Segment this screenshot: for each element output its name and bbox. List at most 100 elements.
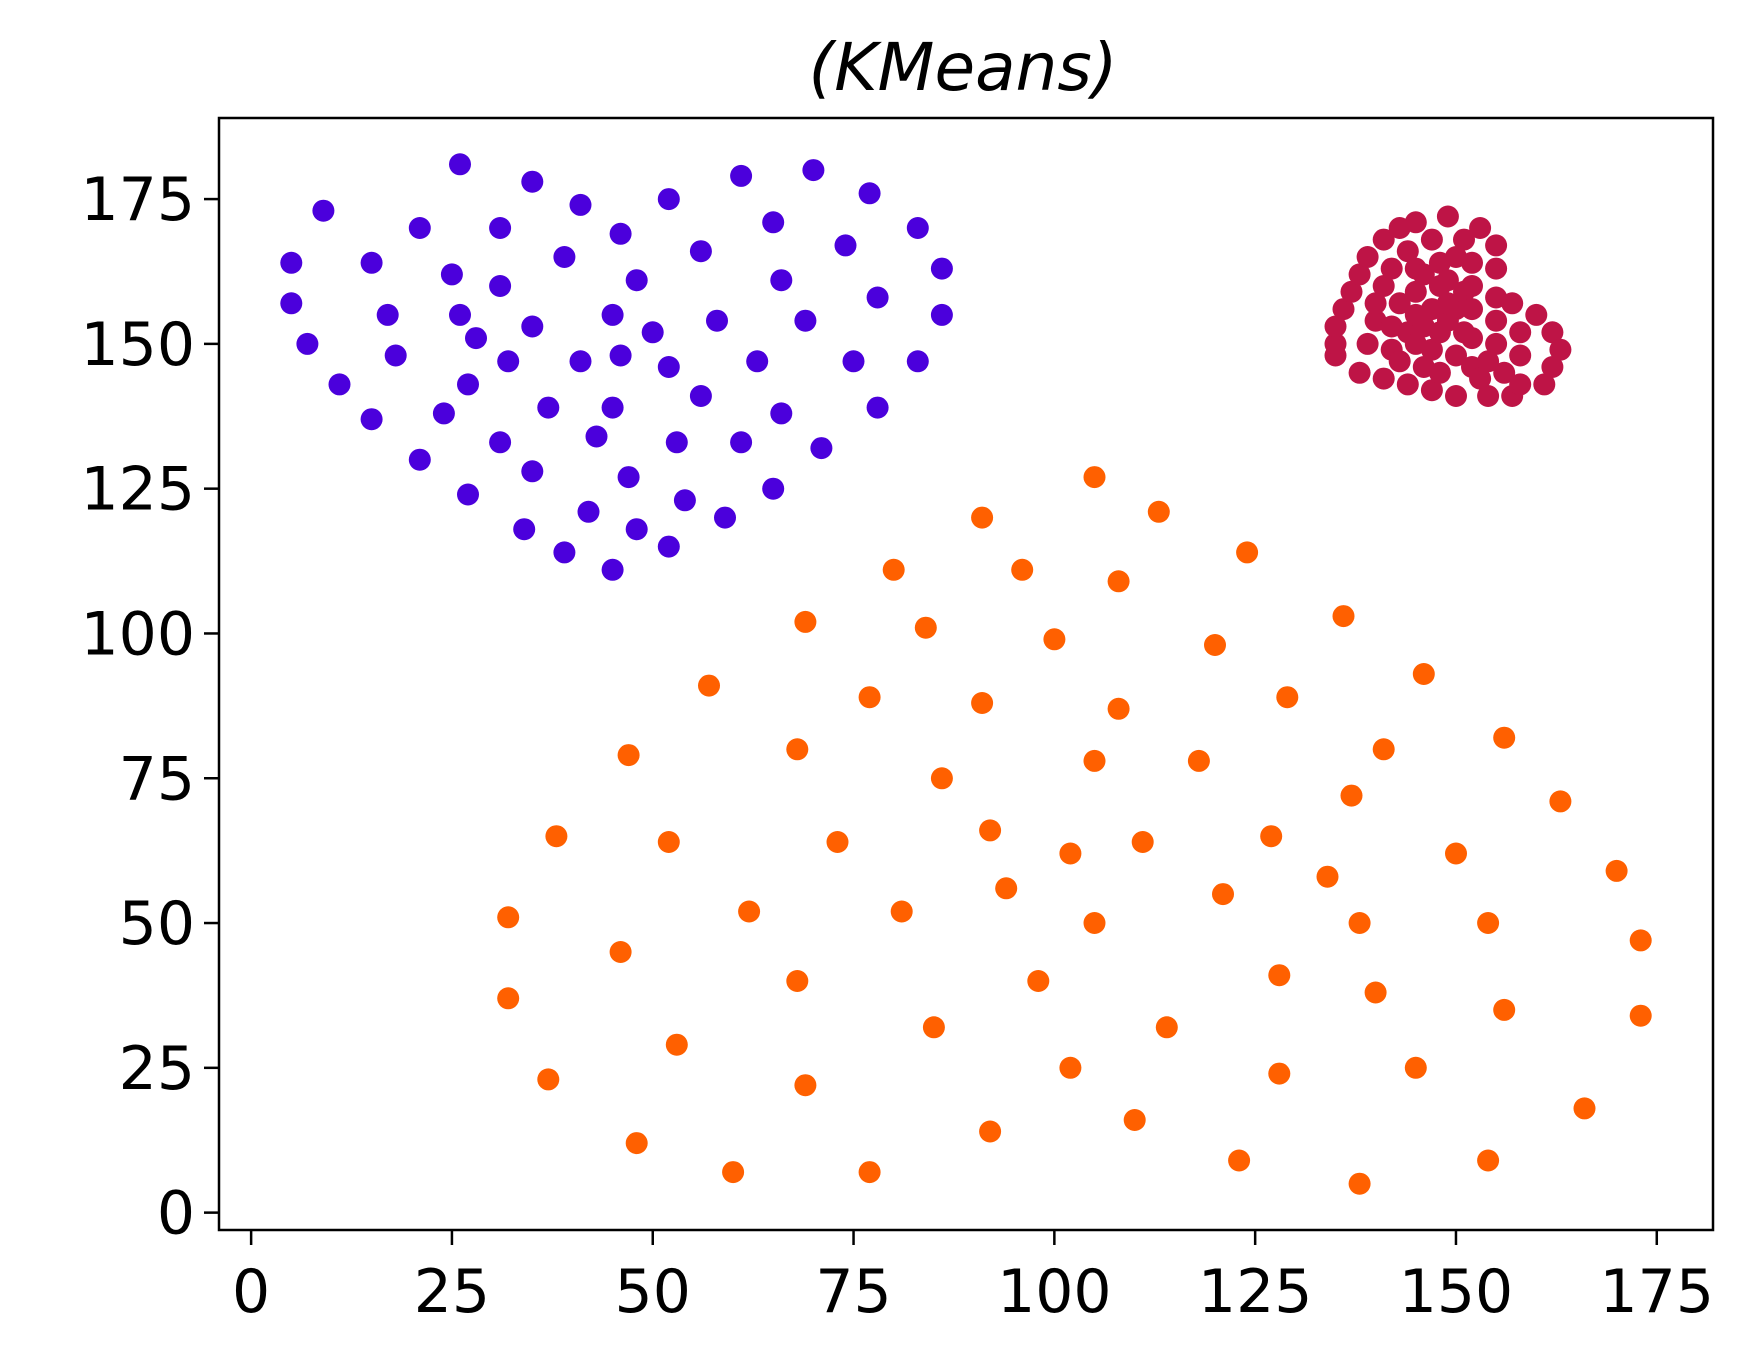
scatter-point <box>657 356 680 378</box>
scatter-point <box>1107 570 1130 593</box>
scatter-point <box>794 610 817 633</box>
scatter-point <box>858 182 881 205</box>
scatter-point <box>995 877 1018 900</box>
x-tick-label: 50 <box>615 1257 691 1327</box>
scatter-point <box>1131 831 1154 853</box>
chart-title: (KMeans) <box>809 29 1118 106</box>
scatter-point <box>609 222 632 245</box>
scatter-point <box>834 234 857 257</box>
scatter-point <box>408 448 431 471</box>
scatter-point <box>296 332 319 355</box>
scatter-point <box>1364 981 1387 1004</box>
scatter-point <box>1461 298 1483 321</box>
plot-frame <box>217 116 1715 1232</box>
scatter-point <box>1477 912 1500 934</box>
scatter-point <box>1477 385 1500 407</box>
scatter-point <box>553 246 576 268</box>
scatter-point <box>1420 228 1443 251</box>
scatter-point <box>449 153 471 176</box>
y-tick-label: 125 <box>80 455 195 525</box>
scatter-point <box>930 257 953 280</box>
scatter-point <box>786 970 809 992</box>
scatter-point <box>609 941 632 963</box>
scatter-point <box>1485 332 1508 355</box>
scatter-point <box>930 303 953 326</box>
scatter-point <box>858 686 881 709</box>
scatter-point <box>1404 1056 1427 1079</box>
scatter-point <box>1445 385 1467 407</box>
scatter-point <box>1212 883 1234 906</box>
scatter-point <box>489 217 512 239</box>
scatter-point <box>826 831 849 853</box>
scatter-point <box>1493 998 1516 1021</box>
y-tick-label: 75 <box>119 744 195 814</box>
scatter-point <box>641 321 664 344</box>
scatter-point <box>1332 298 1355 321</box>
scatter-point <box>577 500 600 523</box>
scatter-point <box>1501 292 1524 315</box>
scatter-point <box>408 217 431 239</box>
scatter-point <box>1412 263 1435 286</box>
scatter-point <box>1388 350 1411 373</box>
scatter-point <box>1340 784 1363 807</box>
scatter-point <box>585 425 608 448</box>
scatter-point <box>1436 205 1459 228</box>
x-tick-label: 25 <box>414 1257 490 1327</box>
points-layer <box>280 153 1652 1195</box>
scatter-point <box>689 385 712 407</box>
scatter-point <box>1541 356 1564 378</box>
scatter-point <box>979 1120 1002 1143</box>
scatter-point <box>1228 1149 1251 1172</box>
scatter-point <box>802 159 825 182</box>
scatter-point <box>1147 500 1170 523</box>
x-tick-label: 0 <box>232 1257 270 1327</box>
scatter-point <box>698 674 720 697</box>
scatter-point <box>971 506 994 529</box>
x-tick-label: 75 <box>815 1257 891 1327</box>
scatter-point <box>1541 321 1564 344</box>
scatter-point <box>1485 234 1508 257</box>
scatter-point <box>280 292 303 315</box>
scatter-point <box>440 263 463 286</box>
scatter-point <box>1260 825 1283 848</box>
scatter-point <box>360 251 383 274</box>
y-tick-label: 150 <box>80 310 195 380</box>
scatter-point <box>1348 361 1371 384</box>
scatter-point <box>1396 373 1419 396</box>
scatter-point <box>1027 970 1050 992</box>
scatter-point <box>1453 228 1475 251</box>
scatter-point <box>922 1016 945 1039</box>
scatter-point <box>569 193 592 216</box>
scatter-point <box>1123 1109 1146 1131</box>
scatter-point <box>1509 321 1532 344</box>
scatter-point <box>497 350 520 373</box>
scatter-point <box>1509 373 1532 396</box>
scatter-point <box>1059 1056 1082 1079</box>
x-axis: 0 25 50 75 100 125 150 175 <box>232 1230 1714 1327</box>
scatter-point <box>521 315 544 338</box>
scatter-point <box>1436 269 1459 292</box>
scatter-point <box>601 396 624 419</box>
scatter-point <box>1059 842 1082 865</box>
scatter-point <box>657 535 680 558</box>
scatter-point <box>1348 263 1371 286</box>
scatter-point <box>1461 251 1483 274</box>
scatter-point <box>513 518 536 541</box>
scatter-point <box>1469 367 1492 390</box>
scatter-point <box>457 373 479 396</box>
scatter-point <box>1445 842 1467 865</box>
scatter-point <box>497 987 520 1010</box>
scatter-point <box>376 303 399 326</box>
scatter-point <box>1372 367 1395 390</box>
x-tick-label: 100 <box>997 1257 1112 1327</box>
scatter-point <box>280 251 303 274</box>
scatter-point <box>1396 240 1419 263</box>
scatter-point <box>1629 929 1652 952</box>
scatter-point <box>1605 859 1628 882</box>
scatter-point <box>810 437 833 460</box>
scatter-point <box>1573 1097 1596 1120</box>
scatter-point <box>890 900 913 923</box>
x-tick-label: 125 <box>1198 1257 1313 1327</box>
scatter-point <box>1445 344 1467 367</box>
